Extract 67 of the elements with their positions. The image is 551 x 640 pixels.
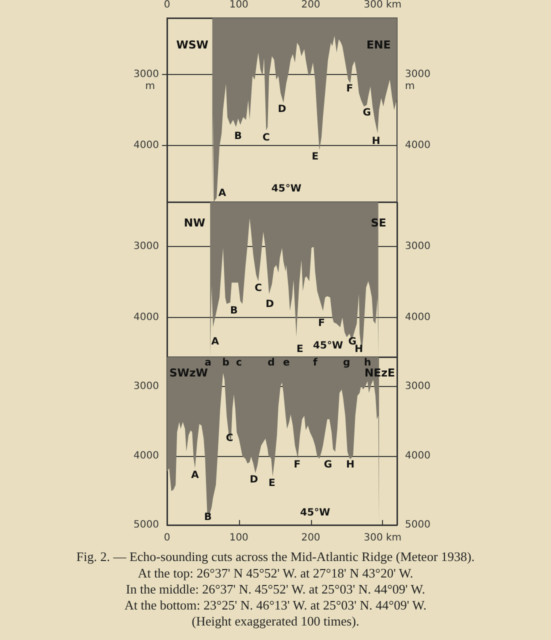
annotation: 45°W <box>300 508 330 519</box>
annotation: h <box>364 357 372 368</box>
annotation: SWzW <box>169 366 208 380</box>
annotation: D <box>278 104 286 115</box>
annotation: SE <box>370 216 386 230</box>
annotation: E <box>268 478 276 490</box>
annotation: G <box>324 459 332 470</box>
annotation: F <box>294 459 301 470</box>
y2-tick-label: 4000 <box>405 140 430 151</box>
y2-axis-title: m <box>405 81 415 92</box>
annotation: WSW <box>176 38 208 52</box>
annotation: a <box>204 357 212 368</box>
annotation: C <box>262 132 270 144</box>
y-tick-label: 4000 <box>134 450 159 462</box>
annotation: g <box>343 357 350 368</box>
y2-tick-label: 3000 <box>405 241 430 252</box>
y-tick-label: 4000 <box>134 312 159 323</box>
annotation: NEzE <box>364 366 396 380</box>
y2-tick-label: 5000 <box>405 520 430 530</box>
x2-tick-label: 300 km <box>364 0 402 10</box>
x2-tick-label: 0 <box>164 0 170 10</box>
annotation: B <box>230 305 238 316</box>
annotation: C <box>226 433 234 444</box>
y-tick-label: 3000 <box>134 69 159 80</box>
annotation: A <box>211 336 220 348</box>
y-tick-label: 5000 <box>134 520 159 530</box>
annotation: G <box>348 336 356 348</box>
text: At the top: 26°37' N 45°52' W. at 27°18' N 43°20' W. In the middle: 26°37' N. 45°52' W. at 25°03' N. 44°09' W. At the bottom: 23°25' N. 46°13' W. at 25°03' N. 44°09' W. (Height exaggerated 100 times). <box>124 566 427 628</box>
annotation: D <box>266 299 274 310</box>
annotation: F <box>318 318 325 330</box>
y2-tick-label: 4000 <box>405 312 430 323</box>
annotation: NW <box>184 216 206 230</box>
annotation: B <box>204 512 212 523</box>
y-tick-label: 3000 <box>134 241 159 252</box>
annotation: B <box>234 131 242 142</box>
annotation: D <box>250 474 258 486</box>
annotation: f <box>312 357 318 368</box>
x-tick-label: 0 <box>164 532 170 544</box>
annotation: E <box>296 344 304 355</box>
annotation: F <box>346 83 354 94</box>
y2-tick-label: 4000 <box>405 450 430 462</box>
annotation: ENE <box>366 38 391 52</box>
annotation: c <box>236 357 242 368</box>
y-axis-title: m <box>145 81 155 92</box>
x2-tick-label: 200 <box>301 0 320 10</box>
y-tick-label: 4000 <box>134 140 159 151</box>
y-tick-label: 3000 <box>134 381 159 392</box>
x-tick-label: 200 <box>301 532 320 544</box>
annotation: 45°W <box>313 340 343 352</box>
annotation: G <box>362 108 371 119</box>
annotation: d <box>268 357 275 368</box>
y2-tick-label: 3000 <box>405 69 430 80</box>
annotation: C <box>254 282 262 294</box>
annotation: H <box>354 344 364 355</box>
x2-tick-label: 100 <box>229 0 248 10</box>
annotation: H <box>346 459 354 470</box>
annotation: e <box>282 357 290 368</box>
annotation: 45°W <box>271 184 302 195</box>
x-tick-label: 100 <box>229 532 248 544</box>
text: Fig. 2. — Echo-sounding cuts across the Mid-Atlantic Ridge (Meteor 1938). <box>76 549 475 564</box>
annotation: A <box>218 188 226 200</box>
annotation: A <box>191 470 200 481</box>
annotation: E <box>312 152 319 163</box>
annotation: H <box>372 136 380 148</box>
y2-tick-label: 3000 <box>405 381 430 392</box>
x-tick-label: 300 km <box>364 532 402 544</box>
annotation: b <box>222 357 230 368</box>
